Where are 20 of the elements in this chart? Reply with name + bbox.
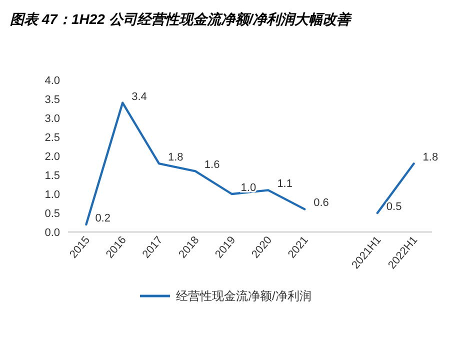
data-label: 1.8 (422, 152, 438, 164)
data-label: 1.8 (168, 152, 184, 164)
data-label: 1.6 (204, 159, 220, 172)
y-tick-label: 1.5 (44, 170, 60, 182)
data-label: 3.4 (132, 90, 147, 103)
chart-title: 图表 47：1H22 公司经营性现金流净额/净利润大幅改善 (10, 11, 353, 27)
y-tick-label: 3.5 (44, 94, 60, 106)
data-label: 1.0 (240, 182, 256, 194)
data-label: 0.6 (314, 197, 329, 210)
data-label: 0.5 (386, 201, 402, 213)
y-tick-label: 0.0 (44, 227, 60, 239)
data-label: 0.2 (95, 212, 110, 224)
y-tick-label: 1.0 (44, 189, 60, 201)
data-label: 1.1 (277, 178, 292, 190)
legend-label: 经营性现金流净额/净利润 (176, 289, 312, 303)
y-tick-label: 4.0 (44, 75, 60, 87)
y-tick-label: 2.0 (44, 151, 60, 163)
y-tick-label: 2.5 (44, 132, 60, 144)
y-tick-label: 3.0 (44, 113, 60, 125)
y-tick-label: 0.5 (44, 208, 60, 220)
